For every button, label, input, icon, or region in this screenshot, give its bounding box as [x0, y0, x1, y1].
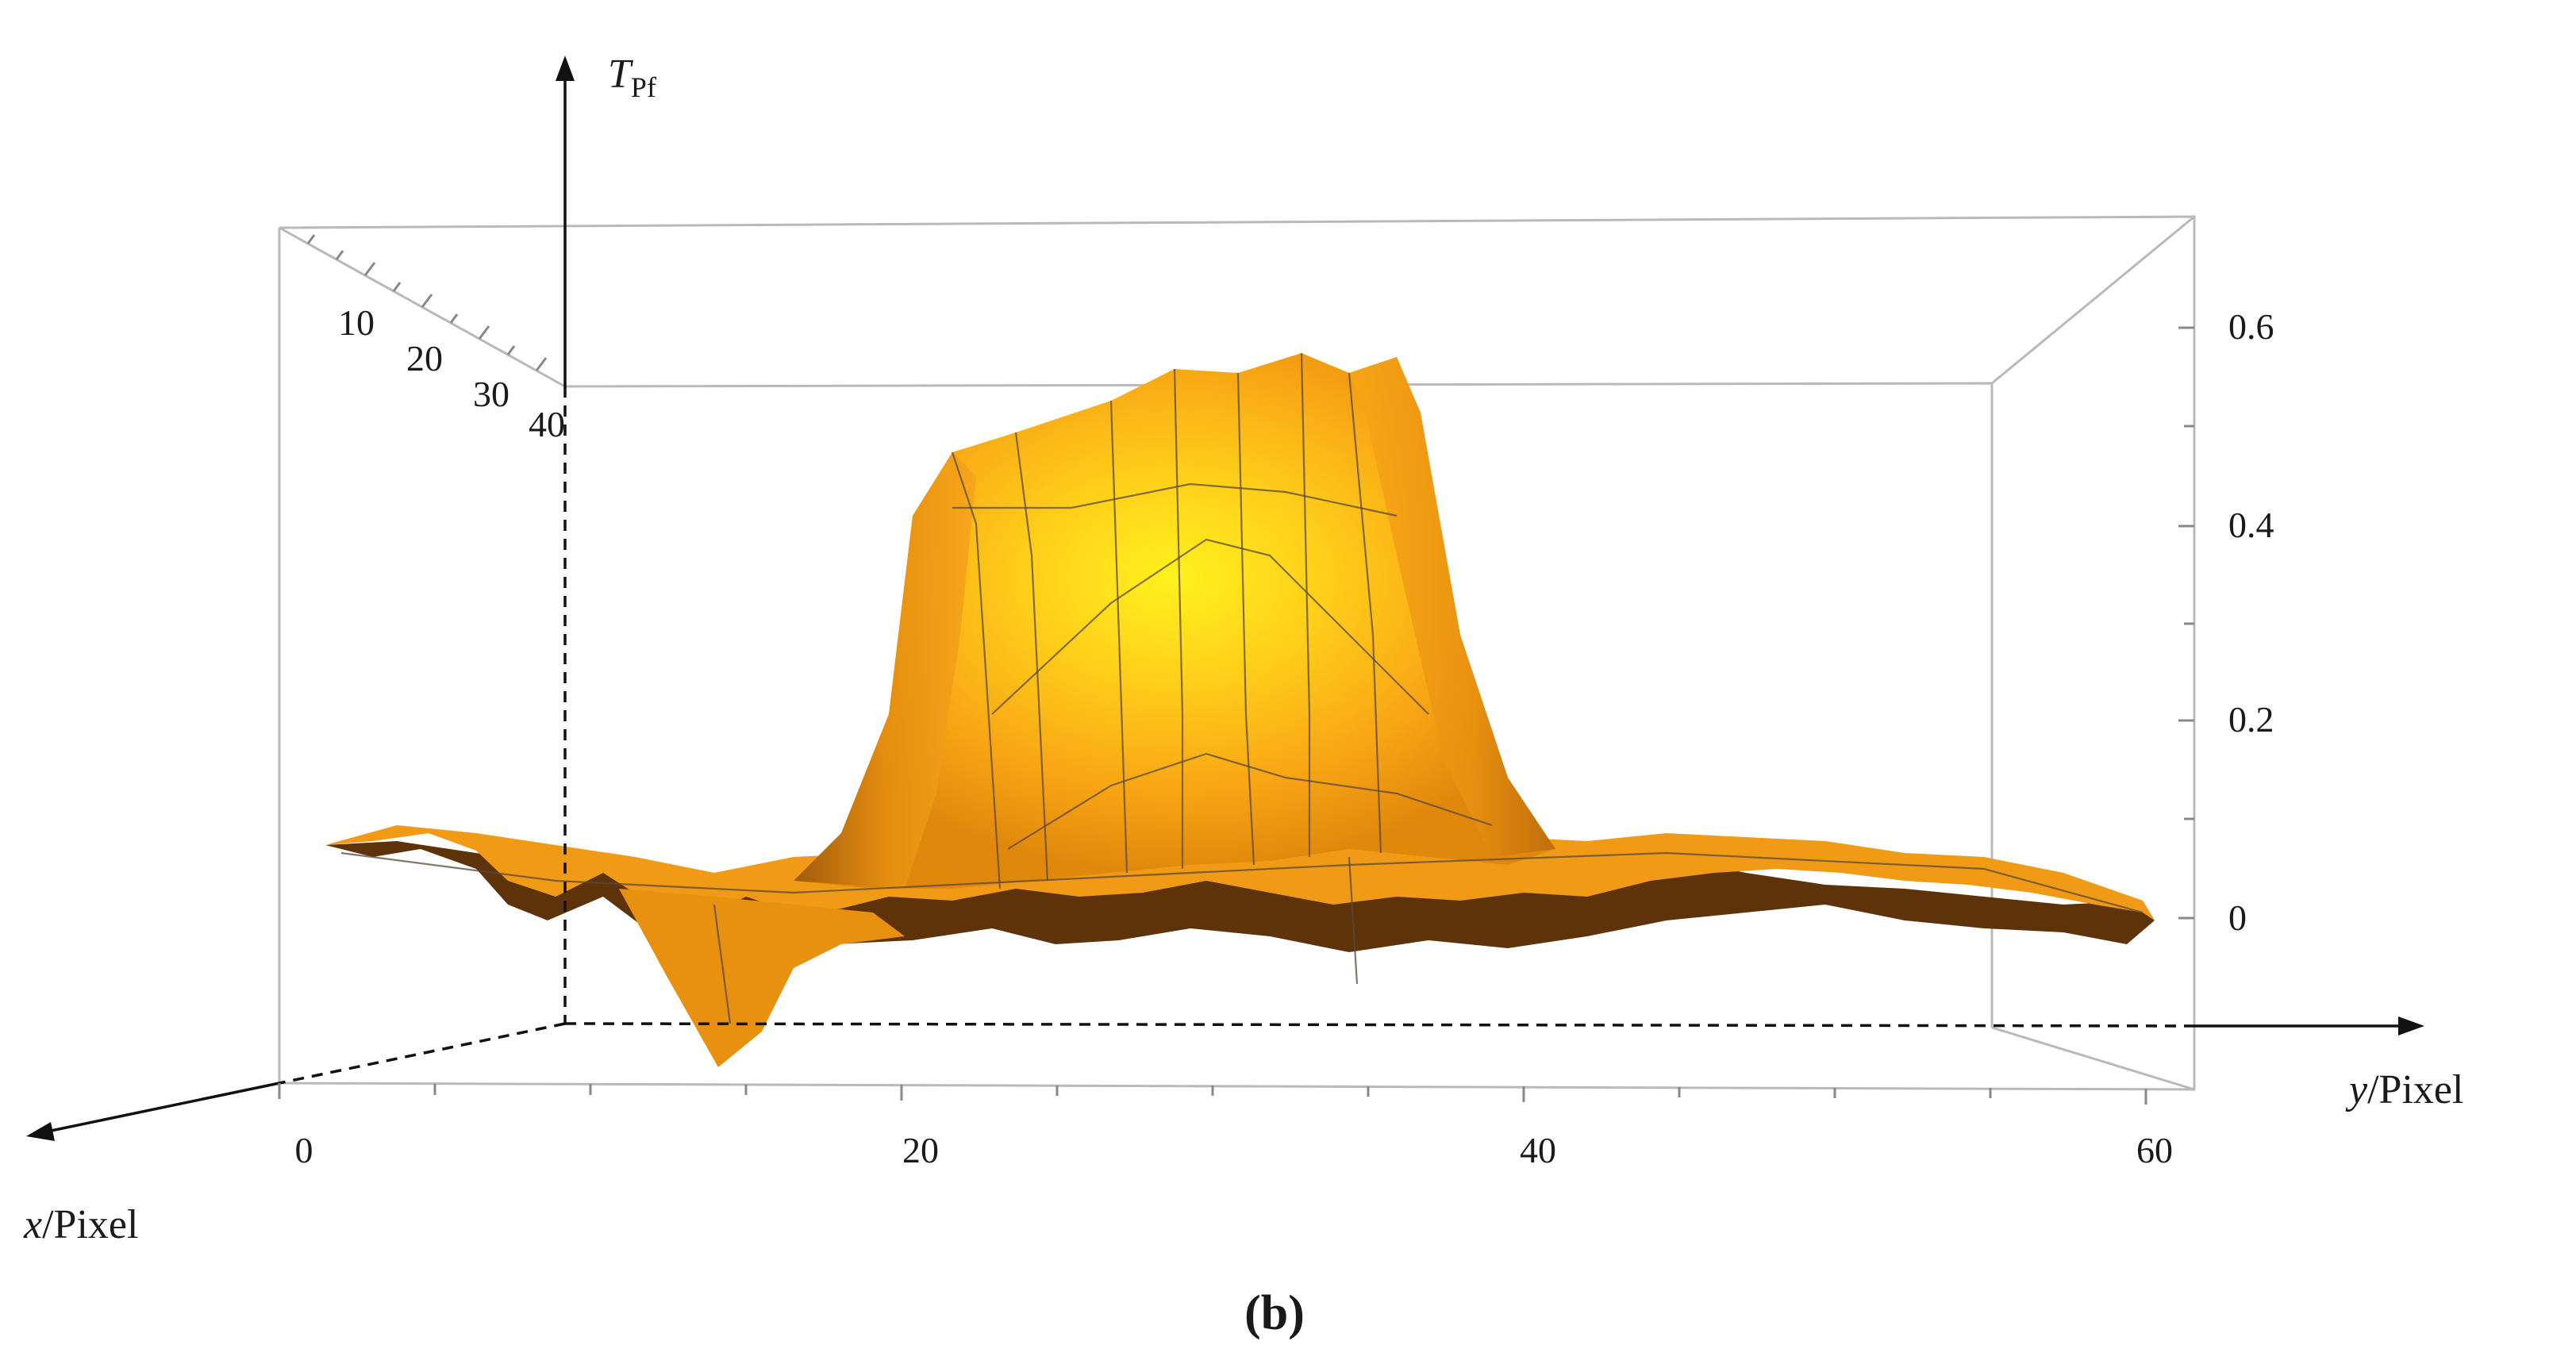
- surface-floor: [325, 825, 2155, 920]
- x-tick-label: 40: [529, 404, 565, 444]
- panel-label: (b): [1244, 1286, 1305, 1340]
- x-tick-labels: 10 20 30 40: [338, 302, 565, 444]
- x-tick-label: 20: [406, 338, 443, 378]
- y-tick-marks: [278, 1083, 2147, 1105]
- z-tick-label: 0: [2228, 897, 2247, 938]
- z-axis-label: TPf: [608, 52, 656, 103]
- surface-front-dip: [619, 889, 905, 1067]
- z-tick-label: 0.6: [2228, 306, 2274, 347]
- surface-right-flank: [1349, 357, 1555, 857]
- x-tick-label: 30: [473, 374, 509, 414]
- surface: [325, 352, 2155, 1067]
- y-axis-label: y/Pixel: [2345, 1067, 2463, 1112]
- y-tick-label: 40: [1520, 1130, 1556, 1170]
- y-tick-label: 60: [2136, 1130, 2173, 1170]
- surface-mesh: [340, 352, 2143, 1024]
- surface-left-flank: [794, 452, 976, 889]
- x-axis-label: x/Pixel: [23, 1202, 138, 1247]
- z-tick-label: 0.4: [2228, 505, 2274, 545]
- z-tick-label: 0.2: [2228, 699, 2274, 740]
- axes: [26, 56, 2424, 1141]
- y-tick-label: 20: [902, 1130, 939, 1170]
- y-tick-label: 0: [295, 1130, 313, 1170]
- z-tick-labels: 0 0.2 0.4 0.6: [2228, 306, 2274, 938]
- x-tick-label: 10: [338, 302, 375, 343]
- surface-peak: [794, 353, 1555, 889]
- x-tick-marks: [306, 234, 548, 371]
- z-tick-marks: [2178, 326, 2194, 920]
- y-tick-labels: 0 20 40 60: [295, 1130, 2174, 1170]
